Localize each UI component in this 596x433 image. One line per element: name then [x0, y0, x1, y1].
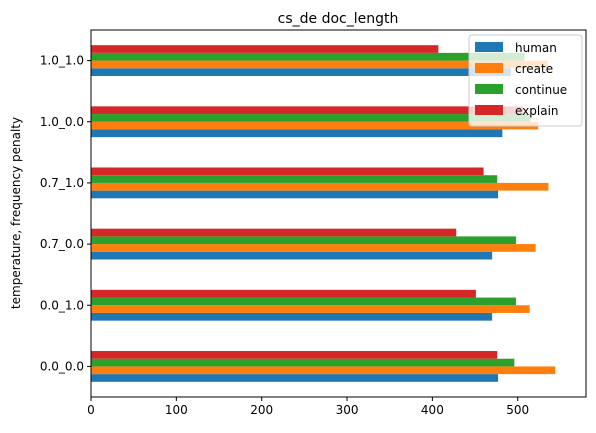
bar-continue-0-7_1-0 — [91, 175, 498, 183]
bar-continue-1-0_1-0 — [91, 52, 525, 61]
bar-explain-0-7_0-0 — [91, 228, 457, 237]
bar-explain-0-7_1-0 — [91, 167, 484, 176]
y-tick-label: 0.7_1.0 — [40, 176, 84, 190]
y-tick-label: 0.0_1.0 — [40, 298, 84, 312]
x-axis: 0 100 200 300 400 500 — [87, 397, 529, 417]
bar-explain-1-0_0-0 — [91, 106, 523, 115]
x-tick-label: 300 — [336, 403, 359, 417]
legend-label-create: create — [515, 62, 553, 76]
legend-label-continue: continue — [515, 83, 567, 97]
bar-create-0-0_0-0 — [91, 366, 556, 375]
bars-group — [91, 45, 556, 382]
legend-label-explain: explain — [515, 104, 559, 118]
legend-swatch-explain — [475, 105, 503, 115]
bar-human-0-7_0-0 — [91, 251, 493, 260]
bar-create-1-0_0-0 — [91, 121, 539, 130]
legend-label-human: human — [515, 41, 557, 55]
bar-explain-0-0_1-0 — [91, 289, 476, 298]
legend-frame — [468, 34, 583, 127]
plot-frame — [90, 29, 587, 398]
bar-explain-0-0_0-0 — [91, 351, 498, 359]
bar-human-0-0_1-0 — [91, 312, 493, 321]
bar-continue-1-0_0-0 — [91, 114, 531, 122]
bar-human-0-0_0-0 — [91, 374, 499, 382]
y-tick-label: 1.0_0.0 — [40, 115, 84, 129]
x-tick-label: 200 — [250, 403, 273, 417]
bar-continue-0-0_1-0 — [91, 297, 517, 306]
x-tick-label: 0 — [87, 403, 95, 417]
legend-swatch-continue — [475, 84, 503, 94]
x-tick-label: 100 — [165, 403, 188, 417]
y-tick-label: 1.0_1.0 — [40, 54, 84, 68]
bar-human-1-0_1-0 — [91, 68, 511, 76]
bar-create-0-0_1-0 — [91, 305, 530, 313]
bar-create-1-0_1-0 — [91, 60, 548, 69]
bar-continue-0-0_0-0 — [91, 358, 515, 367]
bar-continue-0-7_0-0 — [91, 236, 517, 245]
bar-create-0-7_1-0 — [91, 182, 549, 191]
legend-swatch-human — [475, 42, 503, 52]
bar-human-1-0_0-0 — [91, 129, 503, 138]
y-tick-label: 0.7_0.0 — [40, 237, 84, 251]
bar-human-0-7_1-0 — [91, 190, 499, 199]
chart-title: cs_de doc_length — [278, 11, 399, 27]
bar-create-0-7_0-0 — [91, 244, 536, 252]
legend: human create continue explain — [468, 34, 583, 127]
x-tick-label: 500 — [506, 403, 529, 417]
y-axis-label: temperature, frequency penalty — [9, 117, 23, 309]
bar-explain-1-0_1-0 — [91, 45, 439, 53]
legend-swatch-create — [475, 63, 503, 73]
x-tick-label: 400 — [421, 403, 444, 417]
y-tick-label: 0.0_0.0 — [40, 359, 84, 373]
y-axis: 0.0_0.0 0.0_1.0 0.7_0.0 0.7_1.0 1.0_0.0 1.0_1… — [40, 54, 91, 373]
